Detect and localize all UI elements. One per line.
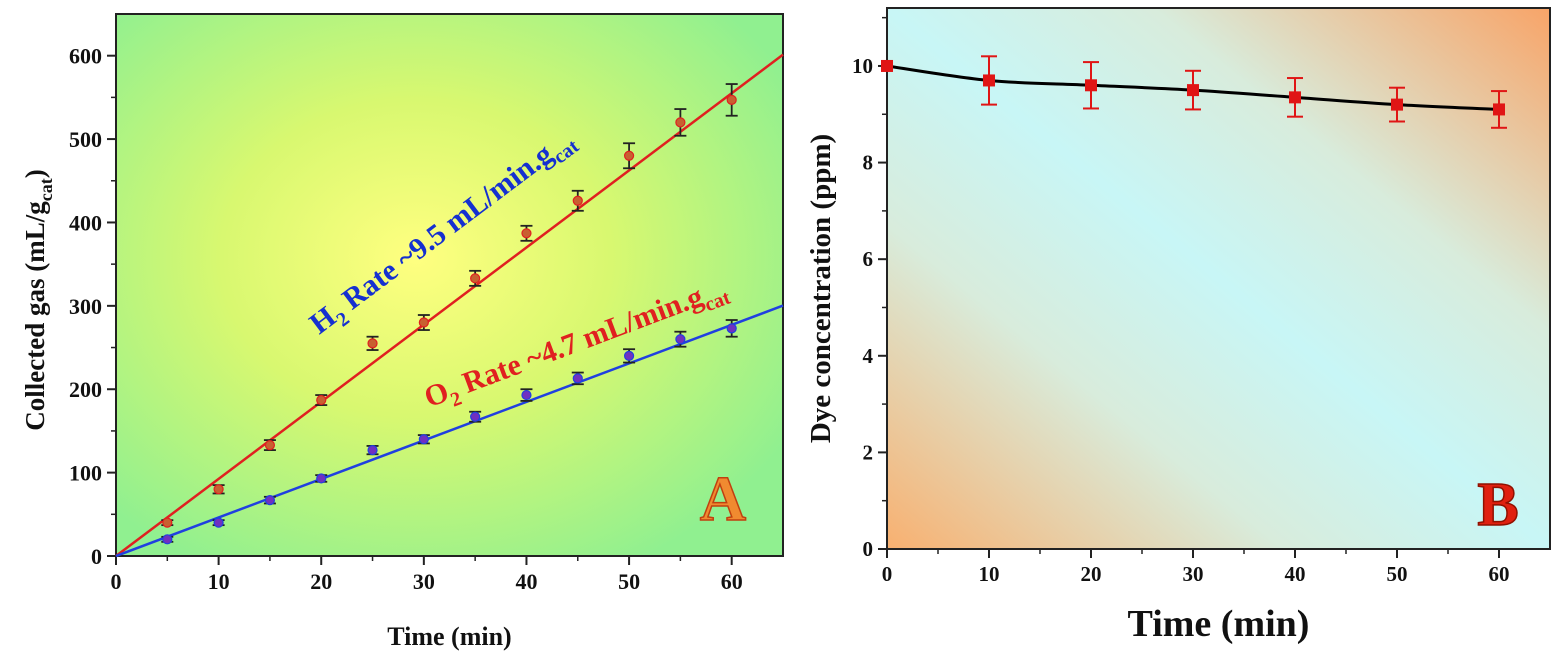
panel-a-plot-area	[115, 13, 784, 557]
panel-b-data-point	[983, 74, 995, 87]
panel-a-data-point-o2	[162, 534, 173, 545]
panel-a-data-point-h2	[264, 439, 276, 451]
panel-a-data-point-h2	[521, 228, 532, 239]
panel-a-x-tick-label: 40	[515, 569, 537, 594]
panel-b-y-tick-label: 6	[863, 247, 874, 271]
panel-a-data-point-o2	[213, 517, 224, 528]
panel-a-data-point-h2	[623, 150, 635, 161]
panel-a-data-point-h2	[213, 484, 224, 495]
panel-b-x-tick-label: 50	[1387, 562, 1408, 586]
panel-b-letter: B	[1477, 471, 1518, 539]
panel-a-data-point-h2	[162, 517, 173, 528]
panel-a-data-point-o2	[623, 350, 635, 361]
panel-a-data-point-h2	[675, 117, 686, 128]
panel-a-y-tick-label: 600	[69, 44, 102, 69]
panel-a-letter: A	[700, 463, 746, 534]
panel-a-data-point-h2	[316, 394, 327, 406]
panel-b: 0 10 20 30 40 50 60 0 2 4 6 8 10 Time (min) Dye conc…	[805, 7, 1551, 645]
panel-a-data-point-o2	[316, 473, 327, 484]
panel-a-data-point-o2	[470, 411, 481, 422]
panel-a-y-tick-label: 300	[69, 294, 102, 319]
panel-b-data-point	[881, 59, 893, 72]
panel-a-x-tick-label: 0	[111, 569, 122, 594]
panel-a-data-point-o2	[572, 373, 583, 384]
panel-a-y-tick-label: 500	[69, 127, 102, 152]
panel-a-data-point-o2	[367, 445, 378, 456]
panel-a-data-point-o2	[675, 334, 686, 345]
panel-a-data-point-h2	[572, 195, 583, 206]
panel-a-fit-line-o2	[115, 304, 784, 558]
panel-b-y-tick-label: 4	[863, 344, 874, 368]
panel-b-y-tick-label: 0	[863, 537, 874, 561]
panel-a-y-axis-label-close: )	[20, 169, 50, 178]
panel-b-data-point	[1493, 103, 1505, 116]
panel-a-y-tick-label: 100	[69, 461, 102, 486]
panel-b-y-tick-label: 10	[852, 54, 873, 78]
panel-a-y-axis-label-sub: cat	[36, 178, 56, 201]
panel-a-data-point-h2	[418, 317, 429, 328]
panel-b-x-tick-label: 10	[979, 562, 1000, 586]
panel-a-x-tick-label: 50	[618, 569, 640, 594]
panel-a-y-tick-label: 0	[91, 544, 102, 569]
panel-a-y-tick-label: 400	[69, 210, 102, 235]
panel-a-x-tick-label: 10	[208, 569, 230, 594]
panel-b-data-point	[1085, 79, 1097, 92]
panel-b-data-point	[1187, 84, 1199, 97]
panel-b-x-tick-label: 0	[882, 562, 893, 586]
panel-a-y-axis-label: Collected gas (mL/gcat)	[20, 169, 56, 430]
panel-a-data-point-h2	[367, 338, 378, 349]
panel-b-x-tick-label: 20	[1081, 562, 1102, 586]
panel-a-data-point-h2	[726, 94, 737, 105]
panel-a-x-tick-label: 20	[310, 569, 332, 594]
panel-a-x-axis-label: Time (min)	[387, 622, 511, 651]
panel-a-y-axis-label-main: Collected gas (mL/g	[20, 201, 50, 431]
panel-b-data-point	[1289, 91, 1301, 104]
panel-a-data-point-o2	[418, 434, 429, 445]
panel-b-x-tick-label: 30	[1183, 562, 1204, 586]
panel-b-y-tick-label: 2	[863, 440, 874, 464]
panel-a-x-tick-label: 30	[413, 569, 435, 594]
panel-b-data-point	[1391, 98, 1403, 111]
panel-a-data-point-h2	[470, 273, 481, 284]
panel-b-x-tick-label: 40	[1285, 562, 1306, 586]
panel-b-y-tick-label: 8	[863, 151, 874, 175]
panel-a-data-point-o2	[521, 389, 532, 401]
panel-b-y-axis-label: Dye concentration (ppm)	[805, 134, 837, 443]
panel-a-y-tick-label: 200	[69, 377, 102, 402]
panel-a-data-point-o2	[726, 323, 737, 334]
panel-b-plot-area	[886, 7, 1551, 550]
panel-a-fit-line-h2	[115, 53, 784, 557]
panel-b-x-tick-label: 60	[1489, 562, 1510, 586]
panel-b-x-axis-label: Time (min)	[1128, 603, 1310, 645]
panel-a-x-tick-label: 60	[721, 569, 743, 594]
panel-a-data-point-o2	[264, 495, 276, 506]
